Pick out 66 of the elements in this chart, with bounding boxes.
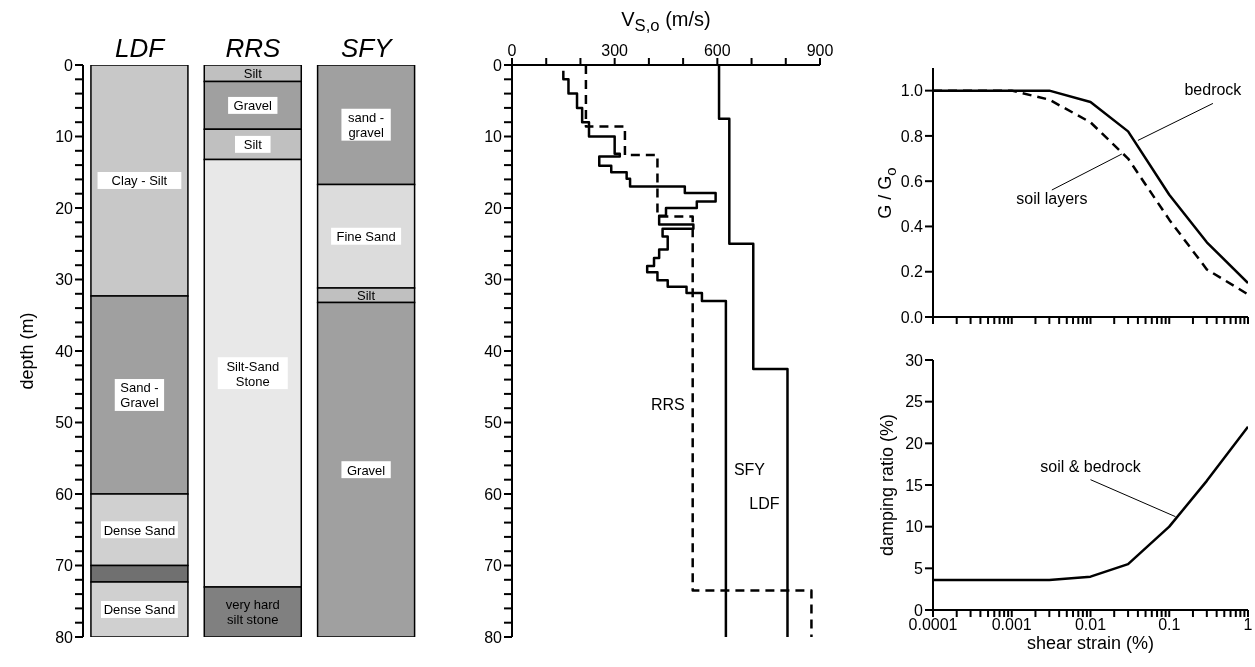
y-tick-label: 0.2 <box>900 263 924 281</box>
x-tick-label: 0.001 <box>991 616 1032 634</box>
data-label: Silt <box>243 66 263 82</box>
annotation: soil & bedrock <box>1040 457 1142 475</box>
y-tick-label: 60 <box>55 485 74 503</box>
y-tick-label: 10 <box>55 128 74 146</box>
y-tick-label: 5 <box>914 560 924 578</box>
y-axis-title: depth (m) <box>16 312 38 390</box>
y-tick-label: 30 <box>905 351 924 369</box>
y-tick-label: 20 <box>484 199 503 217</box>
x-tick-label: 0.01 <box>1074 616 1107 634</box>
data-label: Gravel <box>233 98 273 114</box>
y-tick-label: 40 <box>55 342 74 360</box>
x-tick-label: 300 <box>601 42 629 59</box>
y-tick-label: 40 <box>484 342 503 360</box>
x-tick-label: 0.0001 <box>908 616 958 634</box>
x-tick-label: 0 <box>507 42 517 59</box>
y-tick-label: 10 <box>484 128 503 146</box>
data-label: Silt <box>243 137 263 153</box>
x-axis-title: shear strain (%) <box>1026 633 1155 654</box>
series-label: SFY <box>733 460 766 478</box>
y-tick-label: 30 <box>55 271 74 289</box>
data-label: Silt-Sand Stone <box>226 358 280 389</box>
data-label: Clay - Silt <box>111 173 168 189</box>
y-tick-label: 0 <box>64 56 74 74</box>
series-label: RRS <box>650 395 685 413</box>
x-axis-title: V$_{S,o}$ (m/s) <box>621 8 711 36</box>
y-axis-title: damping ratio (%) <box>876 413 898 557</box>
y-tick-label: 20 <box>55 199 74 217</box>
y-tick-label: 50 <box>55 414 74 432</box>
data-label: Dense Sand <box>103 602 176 618</box>
data-label: Sand - Gravel <box>120 380 159 411</box>
series-label: LDF <box>749 494 780 512</box>
annotation: soil layers <box>1016 190 1088 208</box>
x-tick-label: 1 <box>1243 616 1253 634</box>
data-label: Silt <box>357 288 376 304</box>
y-tick-label: 60 <box>484 485 503 503</box>
y-tick-label: 0.8 <box>900 127 924 145</box>
y-tick-label: 1.0 <box>900 82 924 100</box>
y-tick-label: 0 <box>914 601 924 619</box>
y-tick-label: 50 <box>484 414 503 432</box>
y-tick-label: 0.4 <box>900 218 924 236</box>
x-tick-label: 900 <box>806 42 834 59</box>
annotation: bedrock <box>1184 81 1243 99</box>
data-label: Gravel <box>346 462 386 478</box>
x-tick-label: LDF <box>115 33 167 63</box>
x-tick-label: SFY <box>341 33 394 63</box>
y-tick-label: 0.6 <box>900 172 924 190</box>
data-label: sand - gravel <box>348 110 385 141</box>
y-tick-label: 80 <box>484 628 503 646</box>
y-tick-label: 80 <box>55 628 74 646</box>
y-tick-label: 70 <box>484 557 503 575</box>
y-tick-label: 0 <box>493 56 503 74</box>
data-label: Dense Sand <box>103 522 176 538</box>
y-tick-label: 20 <box>905 435 924 453</box>
data-label: very hard silt stone <box>225 597 280 628</box>
y-tick-label: 15 <box>905 476 924 494</box>
y-tick-label: 0.0 <box>900 308 924 326</box>
y-tick-label: 10 <box>905 518 924 536</box>
x-tick-label: 0.1 <box>1158 616 1181 634</box>
data-label: Fine Sand <box>336 229 396 245</box>
x-tick-label: 600 <box>703 42 731 59</box>
y-tick-label: 25 <box>905 393 924 411</box>
y-tick-label: 70 <box>55 557 74 575</box>
y-tick-label: 30 <box>484 271 503 289</box>
x-tick-label: RRS <box>225 33 282 63</box>
